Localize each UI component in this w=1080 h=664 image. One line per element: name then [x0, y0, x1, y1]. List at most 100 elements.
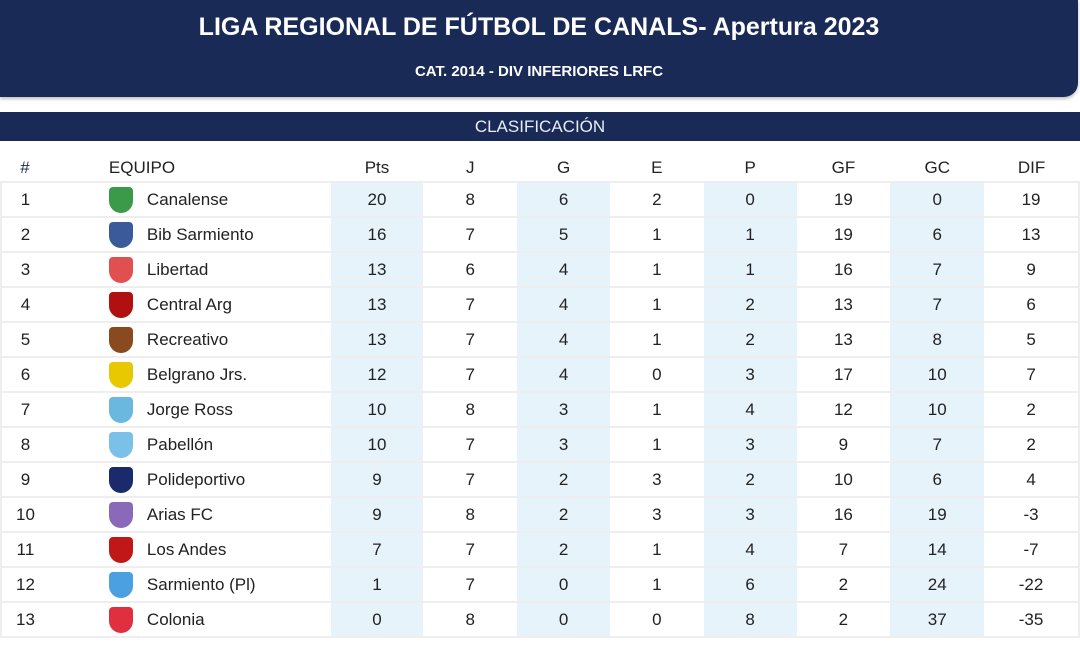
team-name[interactable]: Los Andes — [146, 539, 227, 559]
gf-cell: 13 — [796, 321, 891, 358]
p-cell: 3 — [703, 426, 797, 463]
p-cell: 2 — [703, 461, 797, 498]
dif-cell: 2 — [984, 426, 1080, 463]
g-cell: 2 — [517, 531, 610, 568]
j-cell: 7 — [423, 566, 518, 603]
standings-table: # EQUIPO Pts J G E P GF GC DIF 1 Canalense 20 8 6 2 0 19… — [0, 155, 1080, 638]
j-cell: 7 — [423, 461, 518, 498]
p-cell: 1 — [703, 251, 797, 288]
team-cell: Canalense — [48, 181, 331, 218]
pos-cell: 4 — [0, 286, 49, 323]
dif-cell: -7 — [984, 531, 1080, 568]
table-row: 3 Libertad 13 6 4 1 1 16 7 9 — [0, 251, 1080, 288]
pos-cell: 6 — [0, 356, 49, 393]
gf-cell: 7 — [796, 531, 891, 568]
team-name[interactable]: Sarmiento (Pl) — [146, 574, 256, 594]
table-row: 11 Los Andes 7 7 2 1 4 7 14 -7 — [0, 531, 1080, 568]
team-name[interactable]: Central Arg — [146, 294, 232, 314]
team-logo-icon — [108, 501, 133, 528]
gf-cell: 10 — [796, 461, 891, 498]
j-cell: 8 — [423, 601, 518, 638]
gf-cell: 16 — [796, 251, 891, 288]
team-logo-icon — [108, 256, 133, 283]
pos-cell: 1 — [0, 181, 49, 218]
dif-cell: 6 — [984, 286, 1080, 323]
e-cell: 0 — [609, 601, 704, 638]
table-row: 2 Bib Sarmiento 16 7 5 1 1 19 6 13 — [0, 216, 1080, 253]
g-cell: 4 — [517, 356, 610, 393]
dif-cell: 4 — [984, 461, 1080, 498]
team-name[interactable]: Colonia — [146, 609, 205, 629]
e-cell: 1 — [609, 531, 704, 568]
team-name[interactable]: Belgrano Jrs. — [146, 364, 248, 384]
column-header[interactable]: EQUIPO — [108, 158, 176, 177]
gf-cell: 19 — [796, 181, 891, 218]
team-name[interactable]: Pabellón — [146, 434, 214, 454]
team-name[interactable]: Polideportivo — [146, 469, 246, 489]
p-cell: 8 — [703, 601, 797, 638]
g-cell: 2 — [517, 496, 610, 533]
column-header[interactable]: # — [20, 158, 30, 177]
pts-cell: 9 — [330, 496, 424, 533]
pts-cell: 10 — [330, 426, 424, 463]
team-cell: Polideportivo — [48, 461, 331, 498]
j-cell: 8 — [423, 181, 518, 218]
team-cell: Recreativo — [48, 321, 331, 358]
pts-cell: 13 — [330, 251, 424, 288]
e-cell: 1 — [609, 391, 704, 428]
team-name[interactable]: Libertad — [146, 259, 209, 279]
team-cell: Bib Sarmiento — [48, 216, 331, 253]
pts-cell: 16 — [330, 216, 424, 253]
dif-cell: 19 — [984, 181, 1080, 218]
column-header[interactable]: P — [744, 158, 756, 177]
j-cell: 7 — [423, 321, 518, 358]
column-header[interactable]: J — [466, 158, 475, 177]
j-cell: 8 — [423, 496, 518, 533]
table-row: 6 Belgrano Jrs. 12 7 4 0 3 17 10 7 — [0, 356, 1080, 393]
team-name[interactable]: Bib Sarmiento — [146, 224, 254, 244]
j-cell: 7 — [423, 216, 518, 253]
g-cell: 4 — [517, 321, 610, 358]
team-name[interactable]: Jorge Ross — [146, 399, 233, 419]
column-header[interactable]: G — [556, 158, 571, 177]
column-header[interactable]: GC — [924, 158, 950, 177]
team-logo-icon — [108, 326, 133, 353]
team-logo-icon — [108, 221, 133, 248]
team-name[interactable]: Canalense — [146, 189, 229, 209]
gf-cell: 13 — [796, 286, 891, 323]
gf-cell: 19 — [796, 216, 891, 253]
pts-cell: 13 — [330, 321, 424, 358]
team-name[interactable]: Recreativo — [146, 329, 229, 349]
team-name[interactable]: Arias FC — [146, 504, 214, 524]
team-logo-icon — [108, 536, 133, 563]
pts-cell: 0 — [330, 601, 424, 638]
e-cell: 1 — [609, 216, 704, 253]
dif-cell: -3 — [984, 496, 1080, 533]
column-header[interactable]: Pts — [364, 158, 390, 177]
p-cell: 1 — [703, 216, 797, 253]
e-cell: 0 — [609, 356, 704, 393]
table-row: 5 Recreativo 13 7 4 1 2 13 8 5 — [0, 321, 1080, 358]
team-cell: Central Arg — [48, 286, 331, 323]
gf-cell: 2 — [796, 601, 891, 638]
j-cell: 7 — [423, 531, 518, 568]
p-cell: 4 — [703, 531, 797, 568]
pts-cell: 1 — [330, 566, 424, 603]
dif-cell: 5 — [984, 321, 1080, 358]
team-cell: Libertad — [48, 251, 331, 288]
j-cell: 7 — [423, 426, 518, 463]
column-header[interactable]: DIF — [1017, 158, 1046, 177]
pos-cell: 11 — [0, 531, 49, 568]
pts-cell: 9 — [330, 461, 424, 498]
column-header[interactable]: E — [651, 158, 663, 177]
gc-cell: 24 — [890, 566, 985, 603]
pts-cell: 7 — [330, 531, 424, 568]
table-row: 12 Sarmiento (Pl) 1 7 0 1 6 2 24 -22 — [0, 566, 1080, 603]
column-header[interactable]: GF — [831, 158, 856, 177]
j-cell: 6 — [423, 251, 518, 288]
team-logo-icon — [108, 291, 133, 318]
gc-cell: 10 — [890, 391, 985, 428]
gc-cell: 6 — [890, 461, 985, 498]
dif-cell: -35 — [984, 601, 1080, 638]
table-row: 4 Central Arg 13 7 4 1 2 13 7 6 — [0, 286, 1080, 323]
